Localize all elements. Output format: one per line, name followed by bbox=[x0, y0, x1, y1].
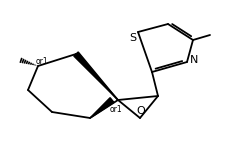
Text: N: N bbox=[189, 55, 197, 65]
Text: or1: or1 bbox=[109, 105, 122, 114]
Polygon shape bbox=[90, 98, 113, 118]
Polygon shape bbox=[74, 52, 117, 100]
Text: O: O bbox=[136, 106, 145, 116]
Text: S: S bbox=[129, 33, 136, 43]
Text: or1: or1 bbox=[36, 57, 48, 66]
